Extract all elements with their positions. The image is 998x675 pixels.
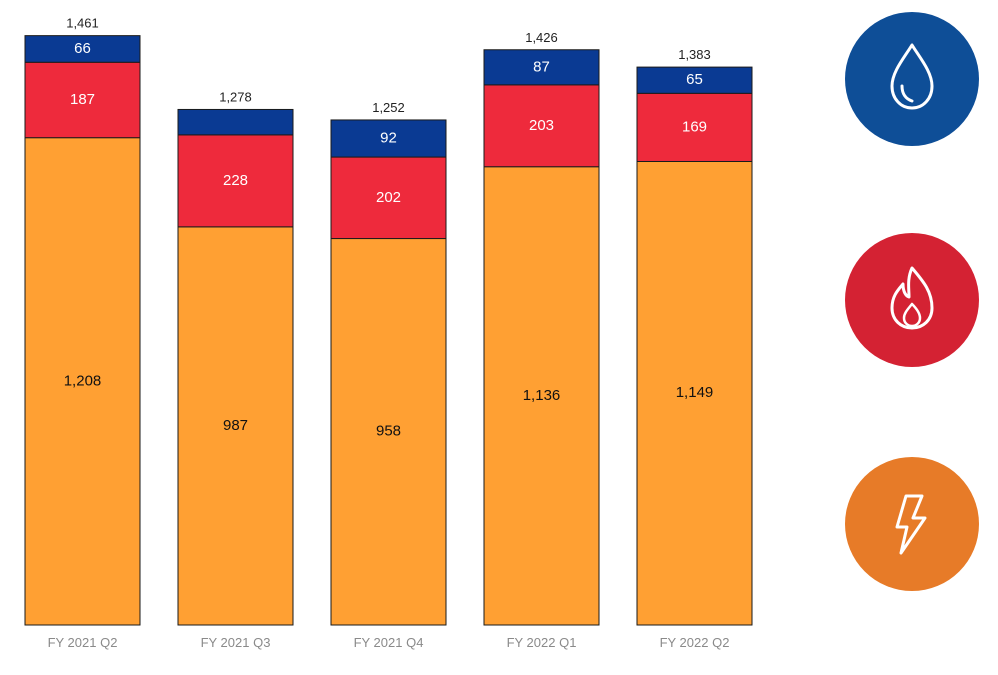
flame-icon xyxy=(845,233,979,367)
water-drop-icon xyxy=(845,12,979,146)
segment-label: 202 xyxy=(376,189,401,206)
category-label: FY 2022 Q2 xyxy=(660,635,730,650)
segment-label: 66 xyxy=(74,40,91,57)
bar-segment xyxy=(330,119,447,158)
lightning-bolt-icon xyxy=(845,457,979,591)
bar-segment xyxy=(636,92,753,162)
segment-label: 1,136 xyxy=(523,387,561,404)
category-label: FY 2021 Q2 xyxy=(48,635,118,650)
bar-segment xyxy=(636,66,753,94)
bar-segment xyxy=(177,108,294,136)
segment-label: 1,149 xyxy=(676,384,714,401)
bars: 1,208 187 66 1,461 987 228 1,278 958 202 92 1,252 1… xyxy=(24,16,753,626)
segment-label: 203 xyxy=(529,117,554,134)
water-circle xyxy=(845,12,979,146)
bar-segment xyxy=(483,166,600,626)
segment-label: 187 xyxy=(70,91,95,108)
total-label: 1,426 xyxy=(525,30,558,45)
bar-segment xyxy=(483,84,600,168)
category-axis: FY 2021 Q2 FY 2021 Q3 FY 2021 Q4 FY 2022 Q1… xyxy=(48,635,730,650)
bar-segment xyxy=(177,134,294,228)
category-label: FY 2021 Q3 xyxy=(201,635,271,650)
total-label: 1,278 xyxy=(219,89,252,104)
segment-label: 169 xyxy=(682,118,707,135)
bar-segment xyxy=(330,238,447,626)
total-label: 1,252 xyxy=(372,100,405,115)
bar-segment xyxy=(636,160,753,626)
segment-label: 228 xyxy=(223,172,248,189)
segment-label: 87 xyxy=(533,58,550,75)
total-label: 1,461 xyxy=(66,16,99,31)
segment-label: 92 xyxy=(380,129,397,146)
flame-circle xyxy=(845,233,979,367)
segment-label: 65 xyxy=(686,71,703,88)
segment-label: 958 xyxy=(376,423,401,440)
bar-segment xyxy=(177,226,294,626)
bar-segment xyxy=(24,61,141,139)
bar-segment xyxy=(24,35,141,63)
category-label: FY 2021 Q4 xyxy=(354,635,424,650)
segment-label: 1,208 xyxy=(64,372,102,389)
bar-segment xyxy=(24,137,141,626)
segment-label: 987 xyxy=(223,417,248,434)
lightning-circle xyxy=(845,457,979,591)
bar-segment xyxy=(483,49,600,86)
bar-segment xyxy=(330,156,447,240)
category-label: FY 2022 Q1 xyxy=(507,635,577,650)
total-label: 1,383 xyxy=(678,47,711,62)
